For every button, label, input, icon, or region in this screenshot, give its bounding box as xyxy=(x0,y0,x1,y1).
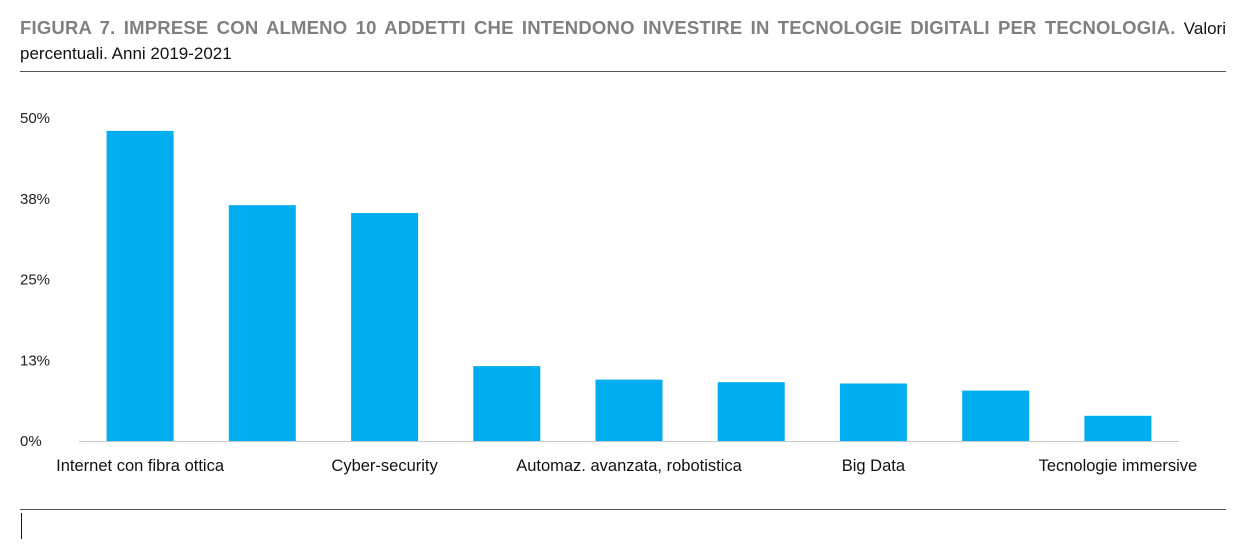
bar xyxy=(228,205,296,441)
bar xyxy=(106,130,174,441)
x-category-label: Cyber-security xyxy=(331,457,438,475)
y-tick-label: 50% xyxy=(20,110,50,127)
bar xyxy=(717,382,785,441)
bar-chart: 0% 13% 25% 38% 50% Internet con fibra ottica C… xyxy=(20,110,1198,475)
bar xyxy=(595,379,663,441)
bottom-rule xyxy=(20,509,1226,510)
bar xyxy=(473,366,541,441)
bar xyxy=(962,390,1030,441)
footer-marker xyxy=(21,513,22,539)
bar xyxy=(351,213,419,441)
figure-subtitle: Valori percentuali. Anni 2019-2021 xyxy=(20,19,1226,63)
top-rule xyxy=(20,71,1226,72)
x-category-label: Automaz. avanzata, robotistica xyxy=(516,457,742,475)
x-category-label: Tecnologie immersive xyxy=(1039,457,1198,475)
x-category-label: Big Data xyxy=(842,457,906,475)
x-category-label: Internet con fibra ottica xyxy=(56,457,225,475)
figure-title: FIGURA 7. IMPRESE CON ALMENO 10 ADDETTI … xyxy=(20,16,1226,66)
bar xyxy=(839,383,907,441)
y-tick-label: 25% xyxy=(20,272,50,289)
y-tick-label: 13% xyxy=(20,352,50,369)
bar xyxy=(1084,415,1152,441)
figure-title-bold: FIGURA 7. IMPRESE CON ALMENO 10 ADDETTI … xyxy=(20,17,1176,38)
y-tick-label: 0% xyxy=(20,433,42,450)
y-tick-label: 38% xyxy=(20,191,50,208)
